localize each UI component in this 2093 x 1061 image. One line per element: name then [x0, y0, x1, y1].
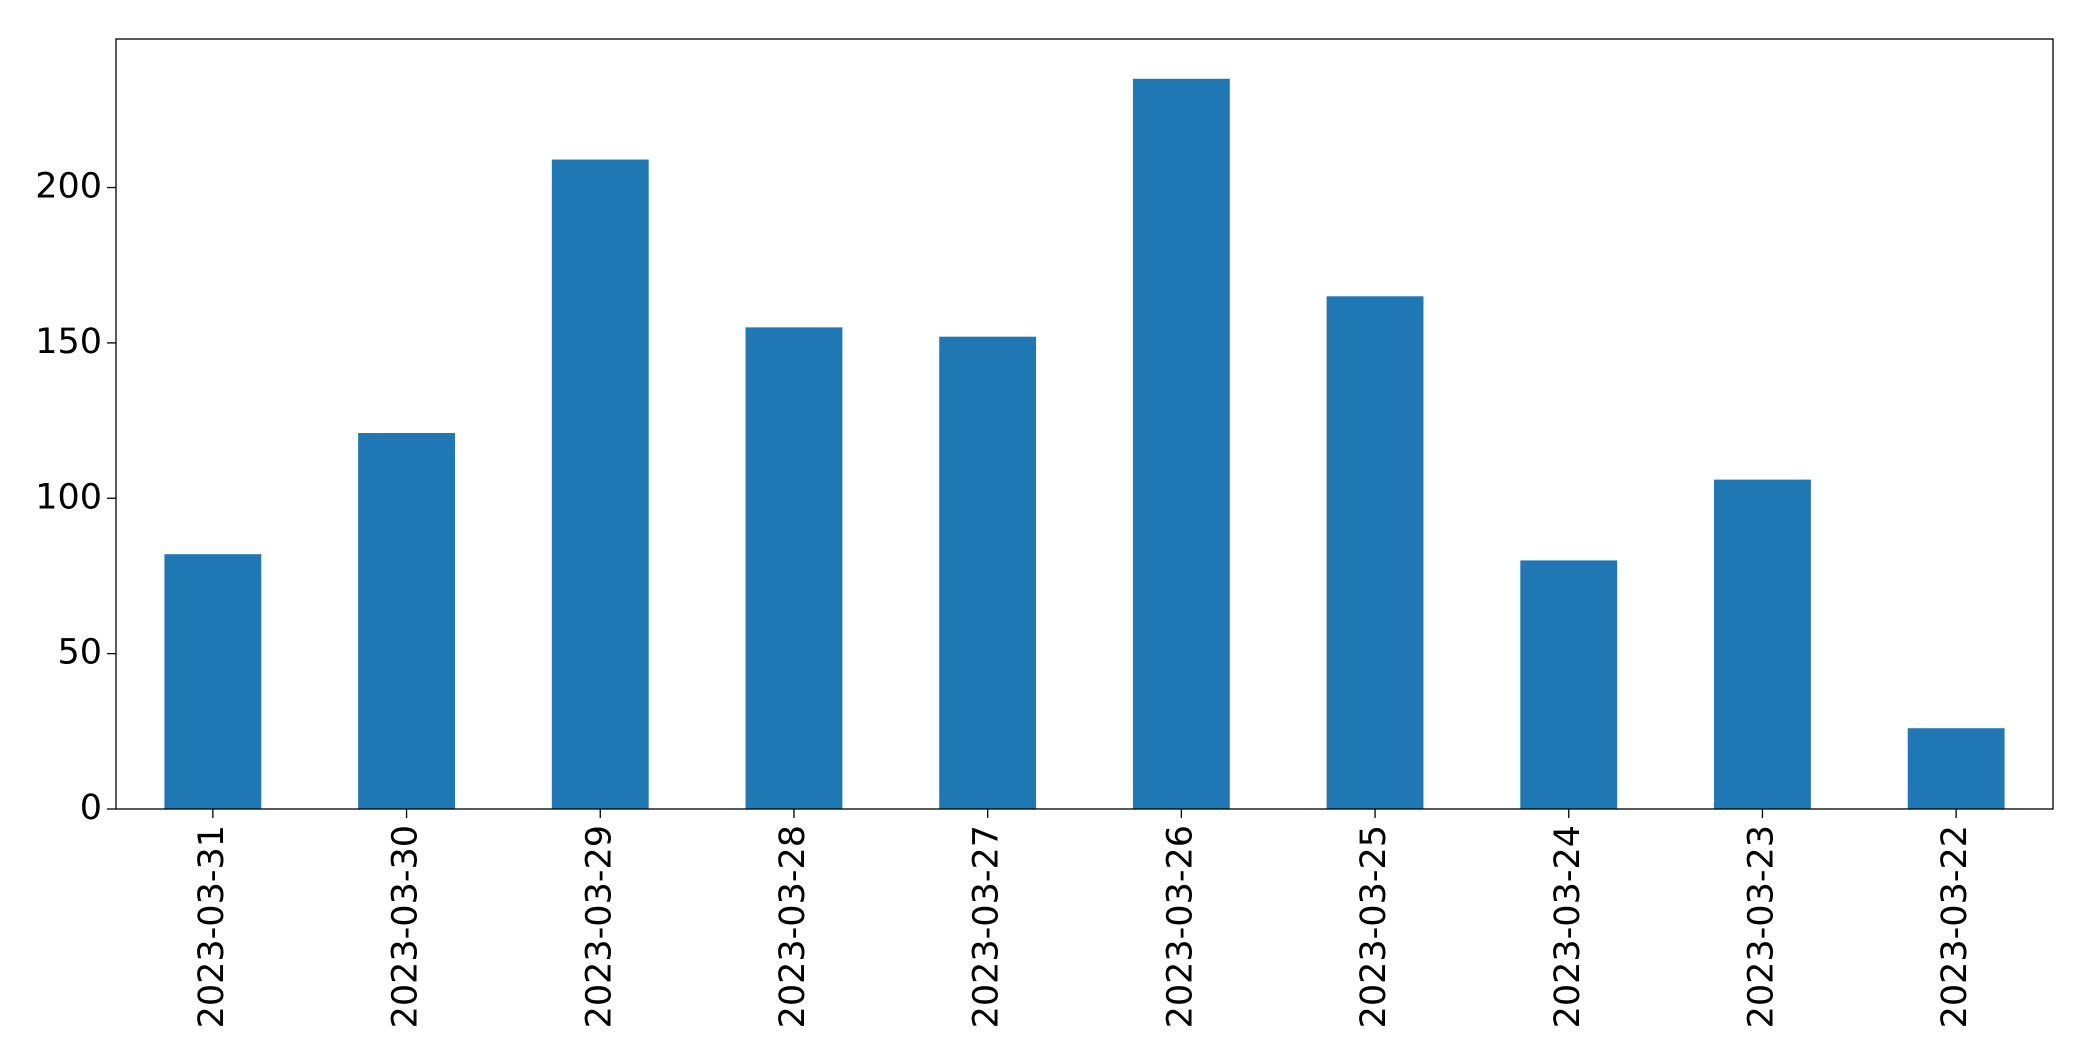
y-tick-label: 50 [57, 633, 102, 673]
x-tick-label: 2023-03-28 [773, 825, 813, 1028]
plot-frame [115, 38, 2054, 810]
bar [1907, 728, 2005, 809]
bar [1132, 78, 1230, 810]
bar [1326, 296, 1424, 809]
y-tick-label: 150 [35, 322, 102, 362]
y-tick-label: 0 [80, 788, 102, 828]
y-tick-label: 200 [35, 167, 102, 207]
y-tick-label: 100 [35, 477, 102, 517]
bar [745, 327, 843, 809]
x-tick-label: 2023-03-29 [579, 825, 619, 1028]
bar [939, 336, 1037, 809]
x-tick-label: 2023-03-26 [1160, 825, 1200, 1028]
x-tick-label: 2023-03-24 [1548, 825, 1588, 1028]
x-tick-label: 2023-03-31 [192, 825, 232, 1028]
bar [1714, 479, 1811, 809]
bar [551, 159, 649, 810]
x-tick-label: 2023-03-23 [1741, 825, 1781, 1028]
x-tick-label: 2023-03-22 [1935, 825, 1975, 1028]
x-tick-label: 2023-03-27 [967, 825, 1007, 1028]
x-tick-label: 2023-03-25 [1354, 825, 1394, 1028]
bar [358, 433, 455, 809]
bar [164, 554, 262, 809]
bar [1520, 560, 1618, 809]
x-tick-label: 2023-03-30 [386, 825, 426, 1028]
